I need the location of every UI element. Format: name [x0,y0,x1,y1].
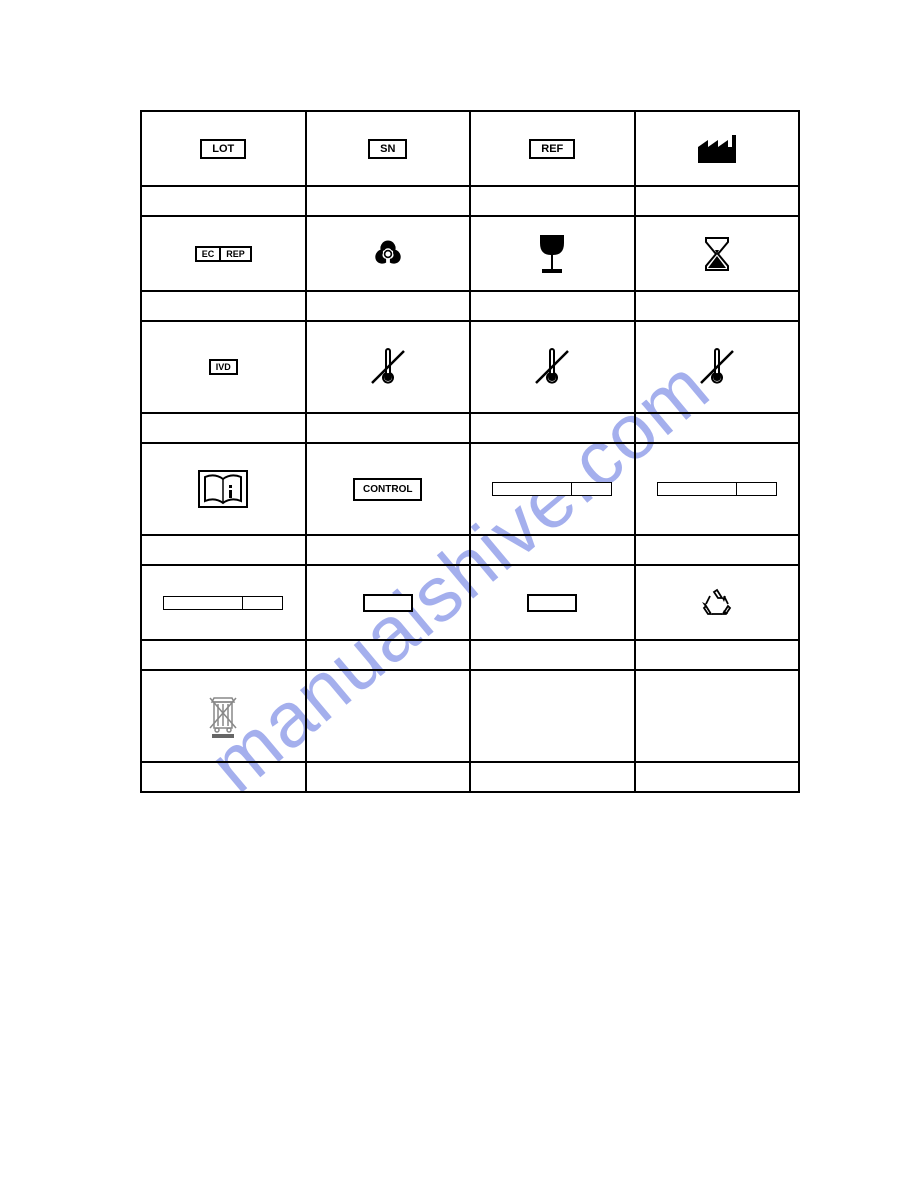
hourglass-icon [704,236,730,272]
spacer [635,186,800,216]
cell-bar-1 [470,443,635,535]
spacer [470,535,635,565]
spacer [141,640,306,670]
cell-sn: SN [306,111,471,186]
cell-bar-3 [141,565,306,640]
symbols-table: LOT SN REF EC REP [140,110,800,793]
spacer [470,291,635,321]
cell-temp-2 [470,321,635,413]
spacer [635,291,800,321]
spacer [635,640,800,670]
spacer [306,413,471,443]
cell-ivd: IVD [141,321,306,413]
consult-instructions-icon [195,465,251,513]
spacer [141,413,306,443]
weee-bin-icon [204,692,242,740]
spacer [306,762,471,792]
thermometer-slash-icon [530,345,574,389]
spacer [470,640,635,670]
cell-empty [470,670,635,762]
cell-rect-1 [306,565,471,640]
spacer [141,762,306,792]
cell-ref: REF [470,111,635,186]
cell-fragile [470,216,635,291]
biohazard-icon [367,233,409,275]
cell-recycle [635,565,800,640]
spacer [635,413,800,443]
spacer [306,535,471,565]
rep-label: REP [221,248,250,260]
ec-label: EC [197,248,222,260]
cell-ec-rep: EC REP [141,216,306,291]
factory-icon [696,133,738,165]
control-box-icon: CONTROL [353,478,422,501]
cell-empty [635,670,800,762]
spacer [306,186,471,216]
ref-box-icon: REF [529,139,575,159]
cell-control: CONTROL [306,443,471,535]
status-bar-icon [657,482,777,496]
cell-biohazard [306,216,471,291]
cell-empty [306,670,471,762]
spacer [141,291,306,321]
empty-rect-icon [363,594,413,612]
status-bar-icon [492,482,612,496]
recycle-icon [700,586,734,620]
spacer [635,535,800,565]
spacer [470,762,635,792]
sn-box-icon: SN [368,139,407,159]
thermometer-slash-icon [695,345,739,389]
cell-rect-2 [470,565,635,640]
thermometer-slash-icon [366,345,410,389]
document-page: manualshive.com LOT SN REF EC REP [0,0,918,1188]
spacer [141,535,306,565]
empty-rect-icon [527,594,577,612]
fragile-glass-icon [536,233,568,275]
spacer [141,186,306,216]
cell-lot: LOT [141,111,306,186]
cell-temp-3 [635,321,800,413]
cell-weee [141,670,306,762]
spacer [635,762,800,792]
cell-bar-2 [635,443,800,535]
cell-hourglass [635,216,800,291]
lot-box-icon: LOT [200,139,246,159]
spacer [306,291,471,321]
cell-factory [635,111,800,186]
ivd-box-icon: IVD [209,359,238,375]
cell-instructions [141,443,306,535]
cell-temp-1 [306,321,471,413]
ec-rep-box-icon: EC REP [195,246,252,262]
spacer [470,186,635,216]
status-bar-icon [163,596,283,610]
spacer [306,640,471,670]
spacer [470,413,635,443]
